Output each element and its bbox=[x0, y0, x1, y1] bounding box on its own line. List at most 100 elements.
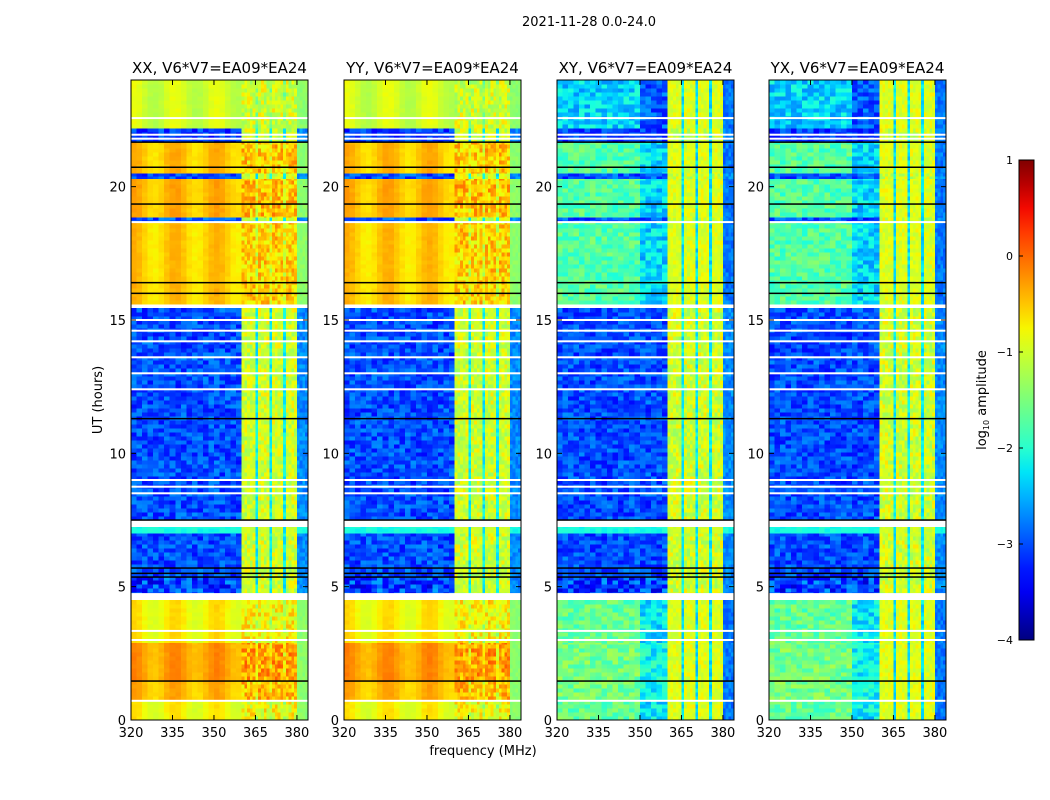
heatmap-cell bbox=[197, 480, 204, 485]
heatmap-cell bbox=[272, 526, 276, 529]
heatmap-cell bbox=[202, 560, 209, 565]
heatmap-cell bbox=[131, 600, 137, 605]
heatmap-cell bbox=[294, 716, 298, 721]
heatmap-cell bbox=[260, 468, 265, 473]
heatmap-cell bbox=[263, 384, 267, 389]
heatmap-cell bbox=[236, 696, 242, 701]
heatmap-cell bbox=[136, 432, 143, 437]
heatmap-cell bbox=[299, 424, 303, 429]
heatmap-cell bbox=[180, 508, 187, 513]
heatmap-cell bbox=[186, 508, 193, 513]
heatmap-cell bbox=[266, 396, 270, 401]
heatmap-cell bbox=[202, 696, 209, 701]
heatmap-cell bbox=[305, 348, 309, 353]
heatmap-cell bbox=[142, 504, 148, 509]
heatmap-cell bbox=[153, 512, 159, 517]
heatmap-cell bbox=[252, 324, 256, 329]
heatmap-cell bbox=[213, 408, 220, 413]
heatmap-cell bbox=[180, 428, 187, 433]
heatmap-cell bbox=[241, 476, 245, 481]
heatmap-cell bbox=[285, 408, 289, 413]
heatmap-cell bbox=[269, 384, 273, 389]
heatmap-cell bbox=[266, 588, 270, 593]
heatmap-cell bbox=[225, 368, 231, 373]
heatmap-cell bbox=[302, 526, 306, 529]
heatmap-cell bbox=[283, 432, 287, 437]
heatmap-cell bbox=[219, 512, 226, 517]
heatmap-cell bbox=[197, 452, 204, 457]
heatmap-cell bbox=[142, 652, 148, 657]
heatmap-cell bbox=[131, 656, 137, 661]
heatmap-cell bbox=[230, 532, 237, 534]
heatmap-cell bbox=[131, 644, 137, 649]
heatmap-cell bbox=[269, 420, 273, 425]
heatmap-cell bbox=[269, 636, 273, 641]
heatmap-cell bbox=[244, 526, 248, 529]
heatmap-cell bbox=[147, 648, 154, 653]
heatmap-cell bbox=[247, 508, 251, 513]
heatmap-cell bbox=[169, 564, 176, 569]
heatmap-cell bbox=[230, 308, 237, 313]
heatmap-cell bbox=[302, 620, 306, 625]
heatmap-cell bbox=[244, 624, 248, 629]
heatmap-cell bbox=[164, 608, 171, 613]
heatmap-cell bbox=[158, 488, 165, 493]
heatmap-cell bbox=[285, 412, 289, 417]
heatmap-cell bbox=[191, 308, 198, 313]
heatmap-cell bbox=[274, 560, 278, 565]
heatmap-cell bbox=[285, 692, 289, 697]
heatmap-cell bbox=[202, 664, 209, 669]
heatmap-cell bbox=[142, 640, 148, 643]
heatmap-cell bbox=[291, 288, 295, 293]
heatmap-cell bbox=[136, 544, 143, 549]
heatmap-cell bbox=[197, 472, 204, 477]
heatmap-cell bbox=[213, 656, 220, 661]
heatmap-cell bbox=[285, 316, 289, 321]
heatmap-cell bbox=[169, 664, 176, 669]
heatmap-cell bbox=[266, 636, 270, 641]
heatmap-cell bbox=[252, 424, 256, 429]
heatmap-cell bbox=[197, 312, 204, 317]
heatmap-cell bbox=[131, 500, 137, 505]
heatmap-cell bbox=[208, 408, 215, 413]
heatmap-cell bbox=[241, 456, 245, 461]
heatmap-cell bbox=[147, 436, 154, 441]
heatmap-cell bbox=[280, 660, 284, 665]
heatmap-cell bbox=[272, 533, 276, 537]
heatmap-cell bbox=[180, 588, 187, 593]
heatmap-cell bbox=[274, 376, 278, 381]
heatmap-cell bbox=[266, 688, 270, 693]
heatmap-cell bbox=[131, 528, 137, 533]
heatmap-cell bbox=[180, 452, 187, 457]
heatmap-cell bbox=[236, 468, 242, 473]
heatmap-cell bbox=[142, 432, 148, 437]
heatmap-cell bbox=[147, 708, 154, 713]
heatmap-cell bbox=[213, 504, 220, 509]
heatmap-cell bbox=[175, 612, 182, 617]
heatmap-cell bbox=[153, 384, 159, 389]
heatmap-cell bbox=[263, 332, 267, 337]
heatmap-cell bbox=[255, 688, 259, 693]
heatmap-cell bbox=[291, 556, 295, 561]
heatmap-cell bbox=[260, 348, 265, 353]
heatmap-cell bbox=[202, 616, 209, 621]
heatmap-cell bbox=[136, 716, 143, 721]
heatmap-cell bbox=[158, 688, 165, 693]
heatmap-cell bbox=[225, 476, 231, 481]
heatmap-cell bbox=[230, 701, 237, 705]
heatmap-cell bbox=[147, 564, 154, 569]
heatmap-cell bbox=[213, 556, 220, 561]
heatmap-cell bbox=[272, 664, 276, 669]
heatmap-cell bbox=[283, 648, 287, 653]
heatmap-cell bbox=[219, 528, 226, 533]
heatmap-cell bbox=[249, 564, 253, 569]
heatmap-cell bbox=[241, 552, 245, 557]
heatmap-cell bbox=[260, 584, 265, 589]
heatmap-cell bbox=[294, 368, 298, 373]
heatmap-cell bbox=[260, 324, 265, 329]
heatmap-cell bbox=[274, 516, 278, 521]
heatmap-cell bbox=[255, 672, 259, 677]
heatmap-cell bbox=[255, 496, 259, 501]
heatmap-cell bbox=[131, 376, 137, 381]
heatmap-cell bbox=[175, 516, 182, 521]
